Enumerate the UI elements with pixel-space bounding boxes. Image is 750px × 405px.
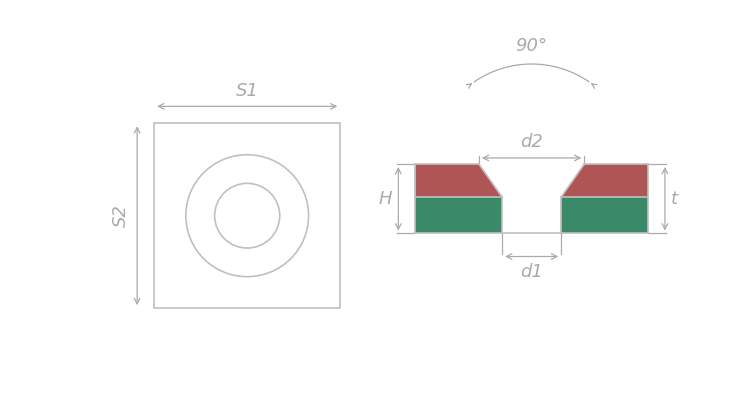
Text: S2: S2 [112, 204, 130, 227]
Polygon shape [416, 164, 503, 197]
Text: S1: S1 [236, 82, 259, 100]
Polygon shape [561, 164, 648, 197]
Text: 90°: 90° [516, 37, 548, 55]
Text: d1: d1 [520, 263, 543, 281]
Polygon shape [561, 197, 648, 233]
Text: d2: d2 [520, 133, 543, 151]
Text: H: H [379, 190, 392, 208]
Text: t: t [671, 190, 678, 208]
Polygon shape [416, 197, 503, 233]
